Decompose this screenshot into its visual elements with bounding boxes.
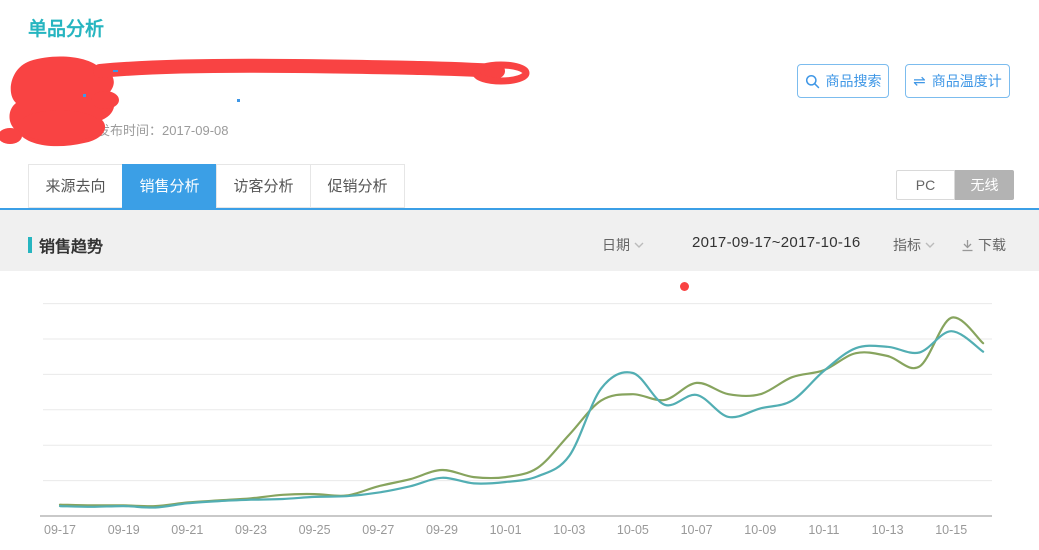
chevron-down-icon bbox=[634, 242, 644, 248]
analysis-tabs: 来源去向 销售分析 访客分析 促销分析 bbox=[28, 164, 405, 208]
svg-text:10-01: 10-01 bbox=[490, 523, 522, 537]
tab-source-destination[interactable]: 来源去向 bbox=[28, 164, 123, 208]
svg-text:09-25: 09-25 bbox=[299, 523, 331, 537]
tab-promotion-analysis[interactable]: 促销分析 bbox=[310, 164, 405, 208]
red-dot-marker bbox=[680, 282, 689, 291]
date-dropdown[interactable]: 日期 bbox=[602, 235, 644, 255]
product-thermometer-button[interactable]: ⇌ 商品温度计 bbox=[905, 64, 1010, 98]
svg-text:10-03: 10-03 bbox=[553, 523, 585, 537]
tabs-active-underline bbox=[0, 208, 1039, 210]
svg-text:09-17: 09-17 bbox=[44, 523, 76, 537]
line-chart-canvas: 09-17 09-19 09-21 09-23 09-25 09-27 09-29 10-01… bbox=[40, 303, 992, 537]
product-search-button[interactable]: 商品搜索 bbox=[797, 64, 889, 98]
svg-text:09-23: 09-23 bbox=[235, 523, 267, 537]
toggle-wireless[interactable]: 无线 bbox=[955, 170, 1014, 200]
page-title: 单品分析 bbox=[28, 19, 105, 40]
svg-text:10-11: 10-11 bbox=[808, 523, 839, 537]
publish-time-label: 发布时间：2017-09-08 bbox=[97, 123, 229, 138]
svg-text:09-19: 09-19 bbox=[108, 523, 140, 537]
search-icon bbox=[805, 74, 819, 88]
toggle-pc[interactable]: PC bbox=[896, 170, 955, 200]
svg-text:10-15: 10-15 bbox=[935, 523, 967, 537]
product-thermometer-label: 商品温度计 bbox=[931, 73, 1002, 89]
tab-sales-analysis[interactable]: 销售分析 bbox=[122, 164, 217, 208]
svg-text:10-07: 10-07 bbox=[681, 523, 713, 537]
section-title: 销售趋势 bbox=[28, 233, 103, 257]
date-range-value[interactable]: 2017-09-17~2017-10-16 bbox=[692, 234, 861, 251]
svg-text:10-09: 10-09 bbox=[744, 523, 776, 537]
download-icon bbox=[962, 239, 973, 251]
section-title-accent-bar bbox=[28, 237, 32, 253]
metric-dropdown[interactable]: 指标 bbox=[893, 235, 935, 255]
redaction-gap-speck bbox=[83, 70, 240, 102]
svg-text:09-27: 09-27 bbox=[362, 523, 394, 537]
tab-visitor-analysis[interactable]: 访客分析 bbox=[216, 164, 311, 208]
download-button[interactable]: 下载 bbox=[961, 235, 1006, 255]
chevron-down-icon bbox=[925, 242, 935, 248]
swap-arrows-icon: ⇌ bbox=[913, 72, 926, 90]
svg-text:10-05: 10-05 bbox=[617, 523, 649, 537]
svg-text:09-29: 09-29 bbox=[426, 523, 458, 537]
svg-text:10-13: 10-13 bbox=[872, 523, 904, 537]
redaction-scribble bbox=[0, 56, 530, 147]
device-toggle: PC 无线 bbox=[896, 170, 1014, 200]
sales-trend-toolbar: 销售趋势 日期 2017-09-17~2017-10-16 指标 下载 bbox=[0, 210, 1039, 271]
product-search-label: 商品搜索 bbox=[825, 73, 882, 89]
svg-text:09-21: 09-21 bbox=[171, 523, 203, 537]
sales-trend-chart: 09-17 09-19 09-21 09-23 09-25 09-27 09-29 10-01… bbox=[0, 271, 1039, 550]
